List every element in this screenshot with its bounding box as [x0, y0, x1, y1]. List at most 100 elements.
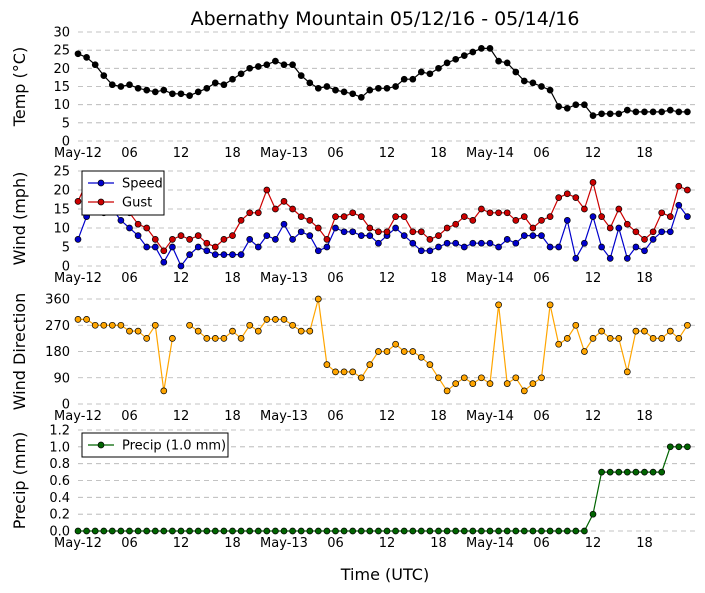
temp-point: [289, 61, 296, 69]
precip-point: [632, 468, 640, 476]
speed-point: [572, 255, 580, 262]
direction-xtick-label: 18: [224, 409, 241, 424]
direction-point: [417, 353, 425, 361]
temp-point: [589, 112, 597, 119]
precip-point: [409, 527, 417, 535]
gust-point: [435, 232, 442, 239]
speed-point: [169, 243, 176, 251]
direction-xtick-label: 12: [379, 409, 396, 424]
precip-point: [194, 527, 202, 535]
precip-point: [83, 527, 90, 535]
direction-point: [606, 335, 614, 342]
temp-xtick-label: 18: [636, 146, 653, 161]
precip-point: [460, 527, 468, 535]
temp-point: [126, 81, 133, 89]
gust-point: [469, 217, 477, 224]
speed-point: [469, 239, 477, 247]
precip-point: [74, 527, 82, 535]
temp-point: [151, 88, 159, 96]
direction-point: [100, 321, 108, 329]
precip-point: [263, 527, 271, 535]
direction-point: [366, 361, 374, 368]
precip-point: [91, 527, 99, 535]
precip-point: [417, 527, 425, 535]
speed-point: [349, 228, 357, 236]
gust-point: [503, 209, 511, 217]
direction-point: [237, 335, 245, 342]
temp-ytick-label: 10: [53, 98, 70, 113]
temp-xtick-label: 06: [121, 146, 138, 161]
temp-point: [91, 61, 99, 69]
speed-point: [340, 228, 348, 236]
gust-point: [417, 228, 425, 236]
temp-xtick-label: 18: [224, 146, 241, 161]
precip-ytick-label: 0.2: [49, 508, 70, 523]
speed-point: [520, 232, 528, 239]
temp-point: [280, 61, 288, 69]
wind-xtick-label: 06: [327, 271, 344, 286]
direction-point: [160, 387, 168, 395]
direction-point: [589, 335, 597, 342]
speed-point: [254, 243, 262, 251]
direction-point: [555, 340, 563, 348]
gust-point: [589, 179, 597, 186]
direction-point: [143, 335, 151, 342]
temp-point: [649, 108, 657, 116]
precip-ytick-label: 1.2: [49, 424, 70, 439]
precip-point: [306, 527, 314, 535]
gust-point: [546, 213, 554, 220]
direction-point: [357, 374, 365, 382]
direction-point: [91, 321, 99, 329]
direction-point: [340, 368, 348, 376]
direction-point: [332, 368, 339, 376]
direction-point: [280, 316, 288, 323]
speed-point: [503, 236, 511, 243]
precip-legend-marker: [97, 441, 105, 449]
temp-xtick-label: May-12: [54, 146, 102, 161]
temp-point: [598, 110, 605, 118]
temp-point: [263, 61, 271, 69]
temp-point: [572, 101, 580, 109]
speed-point: [649, 236, 657, 243]
wind-ytick-label: 20: [53, 184, 70, 199]
speed-point: [280, 220, 288, 228]
precip-point: [641, 468, 648, 476]
precip-point: [555, 527, 563, 535]
gust-point: [383, 228, 391, 236]
direction-point: [186, 321, 193, 329]
direction-point: [211, 335, 219, 342]
gust-point: [143, 224, 151, 232]
precip-xtick-label: 18: [636, 536, 653, 551]
temp-xtick-label: 06: [533, 146, 550, 161]
gust-point: [332, 213, 339, 220]
gust-point: [675, 182, 683, 190]
direction-point: [289, 321, 296, 329]
speed-point: [443, 239, 451, 247]
temp-point: [237, 70, 245, 78]
speed-point: [203, 247, 211, 255]
wind-xtick-label: 12: [585, 271, 602, 286]
temp-point: [392, 83, 399, 90]
speed-point: [435, 243, 442, 251]
temp-point: [272, 57, 279, 65]
speed-point: [589, 213, 597, 220]
temp-ytick-label: 20: [53, 62, 70, 77]
speed-point: [186, 251, 193, 258]
direction-point: [641, 327, 648, 335]
temp-point: [486, 45, 494, 52]
wind-ytick-label: 15: [53, 203, 70, 218]
wind-xtick-label: 06: [533, 271, 550, 286]
gust-point: [520, 213, 528, 220]
direction-point: [598, 327, 605, 335]
direction-point: [409, 348, 417, 355]
temp-point: [332, 86, 339, 94]
direction-ytick-label: 0: [62, 398, 70, 413]
temp-point: [108, 81, 116, 89]
wind-xtick-label: 12: [379, 271, 396, 286]
precip-point: [426, 527, 434, 535]
direction-point: [538, 374, 545, 382]
temp-point: [538, 83, 545, 90]
direction-point: [649, 335, 657, 342]
temp-point: [383, 84, 391, 92]
